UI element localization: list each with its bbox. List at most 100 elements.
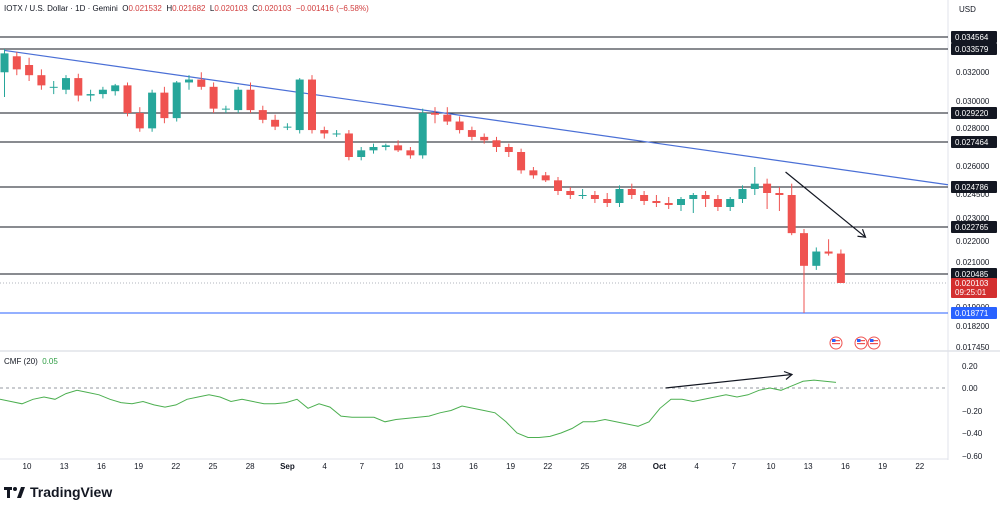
candle-body bbox=[197, 79, 206, 87]
candle bbox=[677, 197, 685, 211]
candle bbox=[74, 73, 83, 102]
candle bbox=[246, 82, 255, 113]
candle bbox=[455, 116, 464, 134]
candle-body bbox=[135, 113, 144, 129]
candle-body bbox=[62, 78, 70, 90]
flag-stripe bbox=[857, 340, 865, 342]
candle bbox=[467, 126, 476, 141]
candle-body bbox=[209, 86, 218, 109]
candle bbox=[443, 107, 452, 125]
close-value: 0.020103 bbox=[257, 4, 292, 13]
time-tick-label: 28 bbox=[618, 462, 627, 471]
cmf-tick-label: −0.40 bbox=[962, 429, 983, 438]
candle-body bbox=[812, 251, 821, 266]
candle-body bbox=[0, 53, 9, 73]
time-tick-label: 13 bbox=[432, 462, 441, 471]
cmf-tick-label: −0.20 bbox=[962, 407, 983, 416]
candle bbox=[394, 140, 403, 152]
candle-body bbox=[431, 113, 439, 115]
price-tick-label: 0.030000 bbox=[956, 97, 990, 106]
time-tick-label: 16 bbox=[97, 462, 106, 471]
flag-canton bbox=[870, 339, 874, 342]
candle-body bbox=[123, 85, 132, 113]
symbol-label: IOTX / U.S. Dollar · 1D · Gemini bbox=[4, 4, 118, 13]
candle-body bbox=[664, 203, 673, 205]
time-tick-label: Oct bbox=[653, 462, 667, 471]
candle-body bbox=[111, 85, 120, 92]
candle-body bbox=[726, 199, 735, 207]
candle bbox=[98, 86, 107, 99]
price-level-badge bbox=[951, 268, 997, 280]
candle bbox=[172, 81, 181, 122]
candle bbox=[369, 143, 378, 154]
candle-body bbox=[418, 113, 427, 156]
candle-body bbox=[160, 92, 169, 119]
candle-body bbox=[234, 89, 243, 111]
price-level-badge bbox=[951, 136, 997, 148]
candle bbox=[148, 89, 157, 132]
price-level-badge bbox=[951, 43, 997, 55]
candle bbox=[492, 136, 501, 152]
candle bbox=[357, 147, 366, 161]
candle bbox=[86, 89, 95, 102]
candle-body bbox=[775, 193, 784, 195]
candle-body bbox=[148, 92, 157, 129]
time-tick-label: Sep bbox=[280, 462, 295, 471]
candle-body bbox=[554, 180, 562, 191]
candle-body bbox=[541, 175, 550, 181]
price-tick-label: 0.024500 bbox=[956, 190, 990, 199]
candle bbox=[49, 81, 58, 95]
cmf-up-arrow-line bbox=[665, 373, 793, 389]
candle-body bbox=[246, 89, 255, 111]
flag-stripe bbox=[870, 343, 878, 345]
low-value: 0.020103 bbox=[214, 4, 248, 13]
time-tick-label: 10 bbox=[767, 462, 776, 471]
price-level-badge bbox=[951, 307, 997, 319]
candle bbox=[332, 130, 341, 137]
candle-body bbox=[701, 195, 710, 199]
candle bbox=[775, 187, 784, 211]
candle bbox=[344, 130, 353, 161]
candle bbox=[713, 195, 722, 211]
price-level-badge bbox=[951, 181, 997, 193]
price-tick-label: 0.017450 bbox=[956, 343, 990, 352]
countdown-label: 09:25:01 bbox=[955, 288, 987, 297]
time-tick-label: 22 bbox=[915, 462, 924, 471]
time-tick-label: 19 bbox=[878, 462, 887, 471]
cmf-tick-label: 0.00 bbox=[962, 384, 978, 393]
candle-body bbox=[615, 189, 624, 203]
flag-canton bbox=[857, 339, 861, 342]
current-price-label: 0.020103 bbox=[955, 279, 989, 288]
price-tick-label: 0.022000 bbox=[956, 237, 990, 246]
candle-body bbox=[480, 136, 489, 141]
candle bbox=[258, 105, 267, 124]
change-value: −0.001416 (−6.58%) bbox=[295, 4, 369, 13]
price-level-label: 0.020485 bbox=[955, 270, 989, 279]
time-tick-label: 28 bbox=[246, 462, 255, 471]
candle bbox=[234, 86, 243, 113]
candle bbox=[590, 191, 599, 203]
candle-body bbox=[344, 133, 353, 157]
candle-body bbox=[517, 152, 526, 171]
flag-stripe bbox=[832, 340, 840, 342]
time-tick-label: 10 bbox=[23, 462, 32, 471]
price-level-label: 0.018771 bbox=[955, 309, 989, 318]
candle bbox=[12, 51, 21, 76]
down-arrow-head bbox=[857, 229, 867, 238]
candle-body bbox=[467, 130, 476, 137]
time-tick-label: 25 bbox=[209, 462, 218, 471]
down-arrow-line bbox=[785, 171, 866, 238]
candle bbox=[283, 123, 292, 131]
candle-body bbox=[98, 89, 107, 95]
candle-body bbox=[578, 195, 587, 196]
candle bbox=[431, 107, 439, 124]
tradingview-branding[interactable]: TradingView bbox=[4, 484, 112, 500]
open-value: 0.021532 bbox=[128, 4, 162, 13]
candle bbox=[62, 75, 70, 95]
candle-body bbox=[320, 130, 329, 134]
candle-body bbox=[49, 86, 58, 88]
candle-body bbox=[603, 199, 612, 203]
candle-body bbox=[381, 145, 390, 147]
us-flag-event-icon bbox=[867, 336, 881, 350]
